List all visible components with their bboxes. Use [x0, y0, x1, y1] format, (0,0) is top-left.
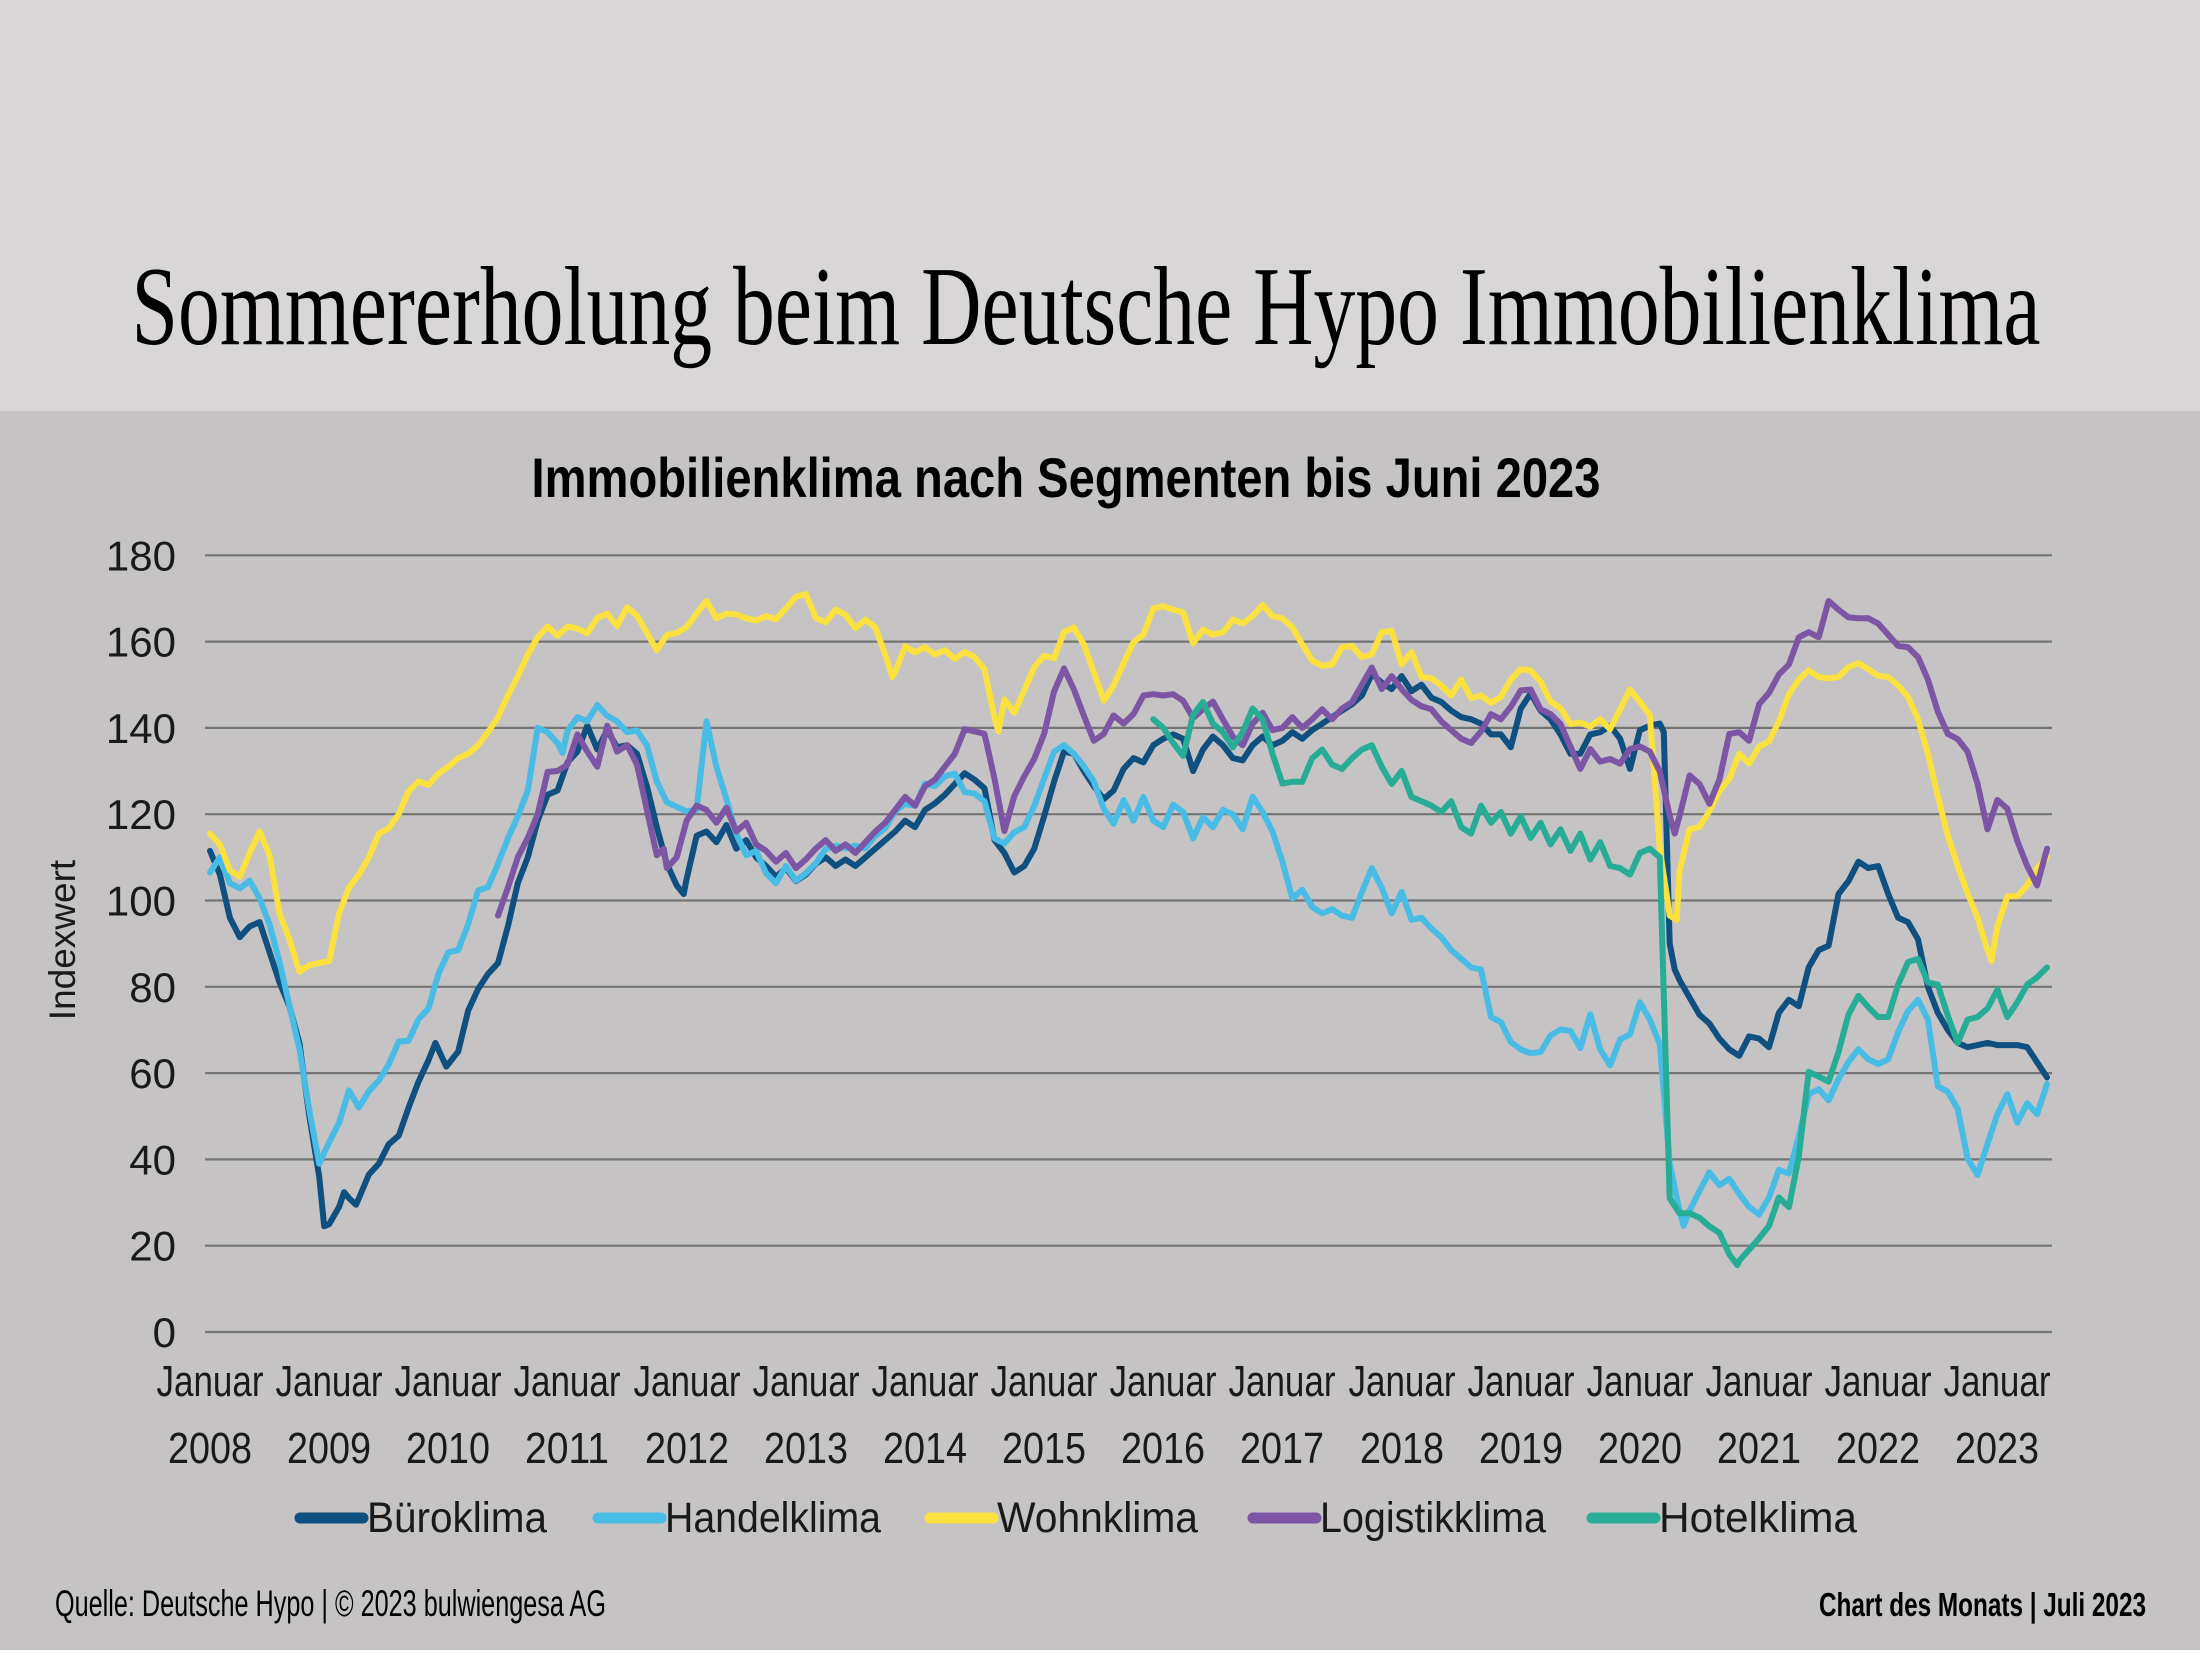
svg-text:Januar: Januar [872, 1357, 979, 1406]
svg-text:2010: 2010 [406, 1424, 490, 1473]
svg-text:2013: 2013 [764, 1424, 848, 1473]
svg-text:0: 0 [153, 1309, 176, 1356]
svg-text:100: 100 [106, 878, 176, 925]
svg-text:20: 20 [129, 1223, 176, 1270]
svg-text:2018: 2018 [1360, 1424, 1444, 1473]
svg-text:2021: 2021 [1717, 1424, 1801, 1473]
svg-text:2022: 2022 [1836, 1424, 1920, 1473]
svg-text:Januar: Januar [514, 1357, 621, 1406]
svg-text:180: 180 [106, 532, 176, 579]
svg-text:2011: 2011 [525, 1424, 609, 1473]
svg-text:Januar: Januar [1229, 1357, 1336, 1406]
svg-text:Januar: Januar [991, 1357, 1098, 1406]
svg-text:2008: 2008 [168, 1424, 252, 1473]
svg-text:Handelklima: Handelklima [665, 1494, 881, 1542]
svg-text:Januar: Januar [1706, 1357, 1813, 1406]
svg-text:Januar: Januar [1468, 1357, 1575, 1406]
svg-text:80: 80 [129, 964, 176, 1011]
svg-text:Büroklima: Büroklima [367, 1494, 547, 1542]
svg-text:2017: 2017 [1240, 1424, 1324, 1473]
svg-text:Immobilienklima nach Segmenten: Immobilienklima nach Segmenten bis Juni … [532, 446, 1601, 509]
svg-text:Januar: Januar [1587, 1357, 1694, 1406]
svg-text:140: 140 [106, 705, 176, 752]
svg-text:2016: 2016 [1121, 1424, 1205, 1473]
svg-text:Januar: Januar [276, 1357, 383, 1406]
svg-text:Januar: Januar [1944, 1357, 2051, 1406]
svg-text:Januar: Januar [157, 1357, 264, 1406]
svg-text:2019: 2019 [1479, 1424, 1563, 1473]
svg-text:2015: 2015 [1002, 1424, 1086, 1473]
svg-text:120: 120 [106, 791, 176, 838]
svg-text:60: 60 [129, 1050, 176, 1097]
svg-text:Januar: Januar [1110, 1357, 1217, 1406]
svg-text:Sommererholung beim Deutsche H: Sommererholung beim Deutsche Hypo Immobi… [132, 245, 2041, 369]
svg-text:2014: 2014 [883, 1424, 967, 1473]
svg-text:Januar: Januar [634, 1357, 741, 1406]
svg-text:160: 160 [106, 619, 176, 666]
svg-text:Wohnklima: Wohnklima [997, 1494, 1198, 1542]
svg-text:Januar: Januar [1349, 1357, 1456, 1406]
svg-text:2020: 2020 [1598, 1424, 1682, 1473]
svg-text:Quelle: Deutsche Hypo | © 2023: Quelle: Deutsche Hypo | © 2023 bulwienge… [55, 1583, 606, 1624]
svg-text:Januar: Januar [753, 1357, 860, 1406]
svg-text:Chart des Monats | Juli 2023: Chart des Monats | Juli 2023 [1819, 1586, 2146, 1623]
svg-text:40: 40 [129, 1136, 176, 1183]
svg-text:2012: 2012 [645, 1424, 729, 1473]
svg-text:2009: 2009 [287, 1424, 371, 1473]
svg-text:Indexwert: Indexwert [42, 859, 83, 1020]
svg-text:Januar: Januar [1825, 1357, 1932, 1406]
svg-text:Hotelklima: Hotelklima [1659, 1494, 1857, 1542]
svg-text:Logistikklima: Logistikklima [1320, 1494, 1546, 1542]
svg-text:Januar: Januar [395, 1357, 502, 1406]
svg-text:2023: 2023 [1955, 1424, 2039, 1473]
